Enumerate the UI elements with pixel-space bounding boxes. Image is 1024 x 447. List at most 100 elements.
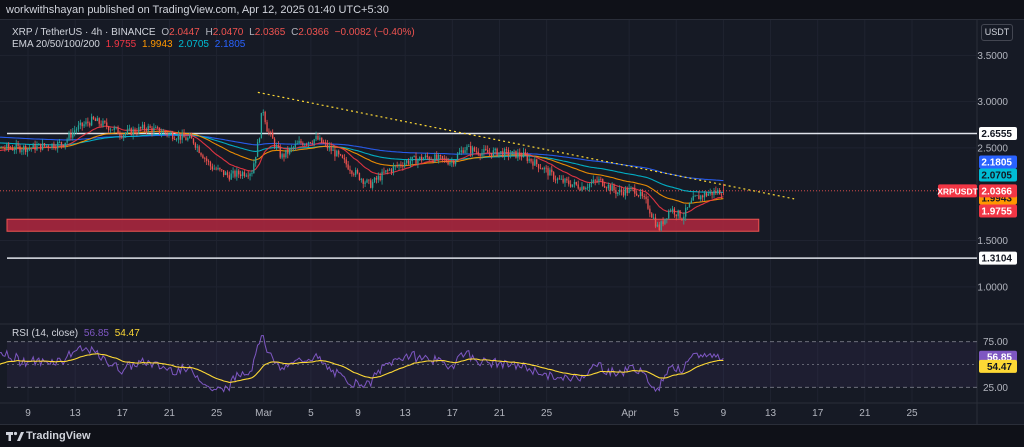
candle-body xyxy=(692,196,694,201)
candle-body xyxy=(262,112,264,113)
candle-body xyxy=(228,175,230,180)
candle-body xyxy=(490,152,493,157)
close-value: 2.0366 xyxy=(298,27,329,38)
descending-trendline xyxy=(257,91,795,200)
candle-body xyxy=(190,135,193,139)
candle-body xyxy=(13,149,15,151)
candle-body xyxy=(696,195,698,197)
candle-body xyxy=(179,135,181,140)
support-zone-layer xyxy=(6,218,760,232)
candle-body xyxy=(605,187,608,189)
candle-body xyxy=(202,155,204,159)
candle-body xyxy=(417,159,419,164)
price-axis-label: 2.5000 xyxy=(977,143,1008,154)
candle-body xyxy=(705,192,708,196)
candle-body xyxy=(668,210,670,219)
price-axis-label: 3.5000 xyxy=(977,51,1008,62)
candle-body xyxy=(675,214,677,217)
candle-body xyxy=(375,177,378,180)
candle-body xyxy=(275,145,278,147)
candle-body xyxy=(592,179,594,183)
candle-body xyxy=(590,182,593,184)
candle-body xyxy=(549,169,551,176)
candle-body xyxy=(353,173,355,175)
candle-body xyxy=(424,155,427,159)
candle-body xyxy=(305,143,308,145)
ema50-value: 1.9943 xyxy=(142,39,173,50)
candle-body xyxy=(102,120,104,126)
currency-button[interactable]: USDT xyxy=(981,24,1013,41)
candle-body xyxy=(307,142,310,145)
candle-body xyxy=(215,168,217,170)
candle-body xyxy=(72,132,74,138)
candle-body xyxy=(92,116,95,119)
candle-body xyxy=(471,147,474,153)
candle-body xyxy=(304,143,306,146)
candle-body xyxy=(619,189,621,193)
candle-body xyxy=(219,167,221,170)
candle-body xyxy=(396,165,398,167)
candle-body xyxy=(47,145,49,148)
candle-body xyxy=(217,167,219,170)
high-value: 2.0470 xyxy=(212,27,244,38)
candle-body xyxy=(645,196,647,200)
candle-body xyxy=(23,145,25,151)
candle-body xyxy=(106,122,108,127)
candle-body xyxy=(64,142,66,147)
candle-body xyxy=(360,179,362,180)
candle-body xyxy=(370,180,372,188)
candle-body xyxy=(170,133,172,134)
candle-body xyxy=(554,179,557,181)
candle-body xyxy=(281,154,283,158)
candle-body xyxy=(422,158,425,161)
level-price-tag: 1.3104 xyxy=(981,254,1012,265)
candle-body xyxy=(507,149,510,156)
ema-20-line xyxy=(0,125,724,214)
candle-body xyxy=(21,150,23,152)
candle-body xyxy=(641,191,643,197)
candle-body xyxy=(647,199,649,209)
candle-body xyxy=(528,158,530,161)
ema-legend: EMA 20/50/100/200 1.9755 1.9943 2.0705 2… xyxy=(12,39,245,50)
rsi-label: RSI (14, close) xyxy=(12,328,79,339)
candle-body xyxy=(151,127,153,133)
candle-body xyxy=(503,149,506,157)
candle-body xyxy=(158,127,161,134)
candle-body xyxy=(694,195,696,197)
candle-body xyxy=(98,118,100,124)
candle-body xyxy=(583,186,585,190)
candle-body xyxy=(713,190,715,195)
candle-body xyxy=(371,182,374,188)
candle-body xyxy=(483,148,485,153)
candle-body xyxy=(517,152,519,158)
candle-body xyxy=(498,152,500,157)
candle-body xyxy=(96,118,98,122)
level-price-tag-bg xyxy=(979,127,1017,141)
candle-body xyxy=(379,176,381,181)
price-chart[interactable]: 9 13 17 21 25 Mar 5 9 13 17 21 25 Apr 5 9 13 17 21 25 3.500… xyxy=(0,20,1024,424)
candle-body xyxy=(283,154,285,158)
candle-body xyxy=(526,154,528,161)
time-axis-label: 13 xyxy=(400,408,412,419)
open-label: O xyxy=(161,27,170,38)
candle-body xyxy=(513,150,515,152)
candle-body xyxy=(520,156,523,158)
candles xyxy=(0,109,725,232)
candle-body xyxy=(249,173,251,176)
candle-body xyxy=(364,182,366,184)
candle-body xyxy=(123,134,125,138)
candle-body xyxy=(564,178,566,183)
candle-body xyxy=(253,163,255,174)
candle-body xyxy=(473,147,476,151)
candle-body xyxy=(251,173,253,175)
candle-body xyxy=(60,141,63,145)
candle-body xyxy=(620,189,623,192)
candle-body xyxy=(394,165,396,167)
candle-body xyxy=(53,143,55,148)
candle-body xyxy=(494,148,496,151)
candle-body xyxy=(255,156,257,164)
candle-body xyxy=(40,143,42,150)
candle-body xyxy=(243,172,246,176)
candle-body xyxy=(441,156,444,159)
candle-body xyxy=(34,143,36,150)
